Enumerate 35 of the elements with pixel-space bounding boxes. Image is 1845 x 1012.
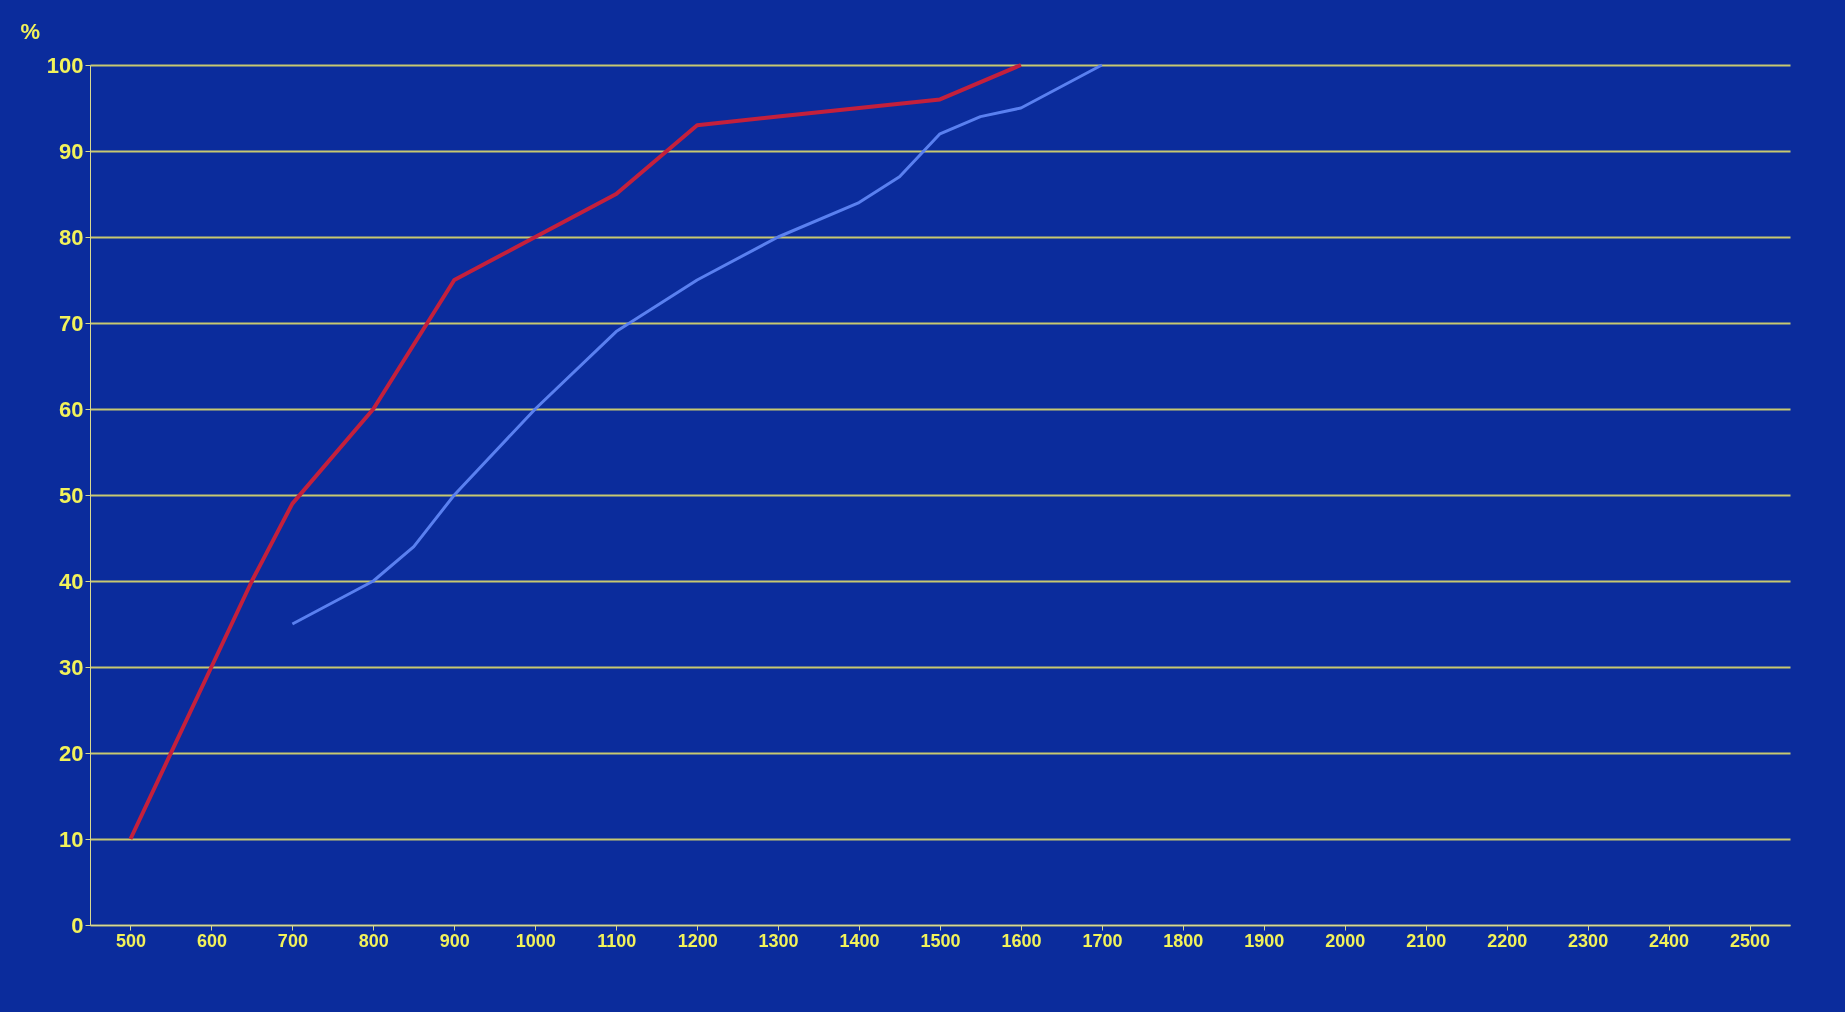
y-tick-label: 40 xyxy=(59,568,84,594)
x-tick-label: 1800 xyxy=(1163,930,1204,951)
x-tick-label: 1200 xyxy=(677,930,718,951)
x-tick-label: 2000 xyxy=(1325,930,1366,951)
x-tick-label: 2500 xyxy=(1730,930,1771,951)
x-tick-label: 800 xyxy=(358,930,389,951)
x-tick-label: 1400 xyxy=(839,930,880,951)
line-series xyxy=(290,63,1104,626)
x-tick-label: 600 xyxy=(196,930,227,951)
y-tick-label: 0 xyxy=(71,912,84,938)
x-tick-label: 2200 xyxy=(1487,930,1528,951)
line-series xyxy=(128,63,1023,841)
x-tick-label: 1000 xyxy=(515,930,556,951)
x-tick-label: 1300 xyxy=(758,930,799,951)
x-tick-label: 2400 xyxy=(1649,930,1690,951)
x-tick-label: 1600 xyxy=(1001,930,1042,951)
x-tick-label: 1500 xyxy=(920,930,961,951)
x-tick-label: 2300 xyxy=(1568,930,1609,951)
y-tick-label: 70 xyxy=(59,310,84,336)
x-tick-label: 700 xyxy=(277,930,308,951)
y-tick-label: 60 xyxy=(59,396,84,422)
x-tick-label: 1700 xyxy=(1082,930,1123,951)
x-tick-label: 500 xyxy=(115,930,146,951)
x-tick-label: 900 xyxy=(439,930,470,951)
y-tick-label: 20 xyxy=(59,740,84,766)
y-tick-label: 90 xyxy=(59,138,84,164)
y-tick-label: 100 xyxy=(46,52,84,78)
x-tick-label: 2100 xyxy=(1406,930,1447,951)
y-tick-label: 30 xyxy=(59,654,84,680)
y-axis-title: % xyxy=(20,18,41,44)
y-tick-label: 50 xyxy=(59,482,84,508)
y-tick-label: 10 xyxy=(59,826,84,852)
x-tick-label: 1900 xyxy=(1244,930,1285,951)
y-tick-label: 80 xyxy=(59,224,84,250)
x-tick-label: 1100 xyxy=(597,930,637,951)
